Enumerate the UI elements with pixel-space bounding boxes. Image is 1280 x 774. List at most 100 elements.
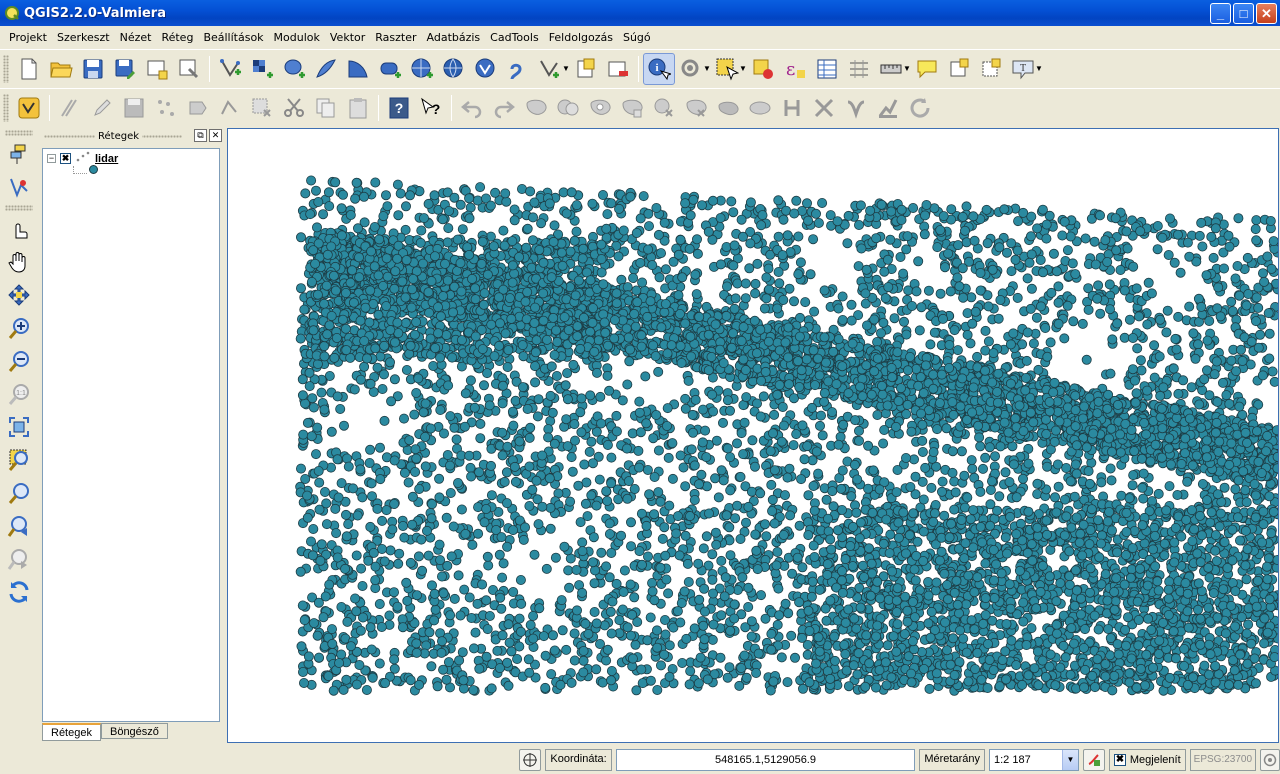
- redo-icon[interactable]: [488, 92, 520, 124]
- merge-attributes-icon[interactable]: [872, 92, 904, 124]
- toggle-editing-icon[interactable]: [54, 92, 86, 124]
- text-annotation-icon[interactable]: T: [1007, 53, 1039, 85]
- new-spatialite-layer-icon[interactable]: [570, 53, 602, 85]
- layer-tree[interactable]: − ✖ lidar: [42, 148, 220, 722]
- map-tips-icon[interactable]: [911, 53, 943, 85]
- menu-nezet[interactable]: Nézet: [119, 31, 152, 44]
- new-bookmark-icon[interactable]: [943, 53, 975, 85]
- zoom-to-selection-icon[interactable]: [3, 444, 35, 476]
- add-mssql-layer-icon[interactable]: [342, 53, 374, 85]
- rotate-point-symbols-icon[interactable]: [904, 92, 936, 124]
- chevron-down-icon[interactable]: ▼: [739, 64, 747, 73]
- add-delimited-text-icon[interactable]: [502, 53, 534, 85]
- toolbar-grip[interactable]: [3, 54, 9, 83]
- close-button[interactable]: ✕: [1256, 3, 1277, 24]
- pan-map-icon[interactable]: [3, 246, 35, 278]
- layer-name[interactable]: lidar: [95, 152, 119, 165]
- zoom-in-icon[interactable]: [3, 312, 35, 344]
- fill-ring-icon[interactable]: [584, 92, 616, 124]
- reshape-features-icon[interactable]: [680, 92, 712, 124]
- map-canvas[interactable]: [227, 128, 1279, 743]
- add-oracle-layer-icon[interactable]: [374, 53, 406, 85]
- copy-features-icon[interactable]: [310, 92, 342, 124]
- save-layer-edits-icon[interactable]: [118, 92, 150, 124]
- minimize-button[interactable]: _: [1210, 3, 1231, 24]
- layers-panel-header[interactable]: Rétegek ⧉ ✕: [40, 128, 222, 145]
- save-as-icon[interactable]: [109, 53, 141, 85]
- float-panel-button[interactable]: ⧉: [194, 129, 207, 142]
- menu-cadtools[interactable]: CadTools: [490, 31, 539, 44]
- add-wms-layer-icon[interactable]: [406, 53, 438, 85]
- composer-manager-icon[interactable]: [173, 53, 205, 85]
- measure-line-icon[interactable]: [875, 53, 907, 85]
- delete-ring-icon[interactable]: [616, 92, 648, 124]
- menu-beallitasok[interactable]: Beállítások: [203, 31, 264, 44]
- zoom-actual-size-icon[interactable]: 1:1: [3, 378, 35, 410]
- zoom-out-icon[interactable]: [3, 345, 35, 377]
- new-print-composer-icon[interactable]: [141, 53, 173, 85]
- open-attribute-table-icon[interactable]: [811, 53, 843, 85]
- tile-scale-icon[interactable]: [3, 138, 35, 170]
- help-pointer-icon[interactable]: ?: [415, 92, 447, 124]
- add-spatialite-layer-icon[interactable]: [310, 53, 342, 85]
- chevron-down-icon[interactable]: ▼: [903, 64, 911, 73]
- new-project-icon[interactable]: [13, 53, 45, 85]
- split-parts-icon[interactable]: [808, 92, 840, 124]
- new-shapefile-layer-icon[interactable]: [534, 53, 566, 85]
- add-wcs-layer-icon[interactable]: [438, 53, 470, 85]
- add-part-icon[interactable]: [552, 92, 584, 124]
- show-bookmarks-icon[interactable]: [975, 53, 1007, 85]
- menu-szerkeszt[interactable]: Szerkeszt: [56, 31, 110, 44]
- touch-zoom-icon[interactable]: [3, 213, 35, 245]
- current-edits-icon[interactable]: [13, 92, 45, 124]
- menu-modulok[interactable]: Modulok: [273, 31, 320, 44]
- select-features-icon[interactable]: [711, 53, 743, 85]
- layer-row-lidar[interactable]: − ✖ lidar: [47, 151, 118, 166]
- add-wfs-layer-icon[interactable]: [470, 53, 502, 85]
- menu-vektor[interactable]: Vektor: [329, 31, 366, 44]
- tab-browser[interactable]: Böngésző: [100, 723, 168, 739]
- gps-tracking-icon[interactable]: [3, 171, 35, 203]
- split-features-icon[interactable]: [776, 92, 808, 124]
- add-postgis-layer-icon[interactable]: [278, 53, 310, 85]
- paste-features-icon[interactable]: [342, 92, 374, 124]
- identify-features-icon[interactable]: i: [643, 52, 675, 85]
- close-panel-button[interactable]: ✕: [209, 129, 222, 142]
- toolbar-grip[interactable]: [3, 93, 9, 122]
- pan-to-selection-icon[interactable]: [3, 279, 35, 311]
- chevron-down-icon[interactable]: ▼: [562, 64, 570, 73]
- chevron-down-icon[interactable]: ▼: [703, 64, 711, 73]
- add-raster-layer-icon[interactable]: [246, 53, 278, 85]
- save-project-icon[interactable]: [77, 53, 109, 85]
- add-vector-layer-icon[interactable]: [214, 53, 246, 85]
- run-feature-action-icon[interactable]: [675, 53, 707, 85]
- deselect-features-icon[interactable]: [747, 53, 779, 85]
- zoom-full-icon[interactable]: [3, 411, 35, 443]
- chevron-down-icon[interactable]: ▼: [1035, 64, 1043, 73]
- simplify-feature-icon[interactable]: [744, 92, 776, 124]
- add-feature-icon[interactable]: [150, 92, 182, 124]
- layer-visibility-checkbox[interactable]: ✖: [60, 153, 71, 164]
- menu-adatbazis[interactable]: Adatbázis: [426, 31, 481, 44]
- zoom-last-icon[interactable]: [3, 510, 35, 542]
- menu-reteg[interactable]: Réteg: [161, 31, 194, 44]
- menu-feldolgozas[interactable]: Feldolgozás: [548, 31, 613, 44]
- collapse-icon[interactable]: −: [47, 153, 56, 163]
- cut-features-icon[interactable]: [278, 92, 310, 124]
- undo-icon[interactable]: [456, 92, 488, 124]
- whats-this-help-icon[interactable]: ?: [383, 92, 415, 124]
- statistics-icon[interactable]: [843, 53, 875, 85]
- menu-raszter[interactable]: Raszter: [375, 31, 417, 44]
- open-project-icon[interactable]: [45, 53, 77, 85]
- zoom-next-icon[interactable]: [3, 543, 35, 575]
- menu-projekt[interactable]: Projekt: [9, 31, 47, 44]
- add-ring-icon[interactable]: [520, 92, 552, 124]
- menu-sugo[interactable]: Súgó: [622, 31, 651, 44]
- refresh-icon[interactable]: [3, 576, 35, 608]
- delete-selected-icon[interactable]: [246, 92, 278, 124]
- pencil-icon[interactable]: [86, 92, 118, 124]
- maximize-button[interactable]: □: [1233, 3, 1254, 24]
- zoom-to-layer-icon[interactable]: [3, 477, 35, 509]
- offset-curve-icon[interactable]: [712, 92, 744, 124]
- field-calculator-icon[interactable]: ε: [779, 53, 811, 85]
